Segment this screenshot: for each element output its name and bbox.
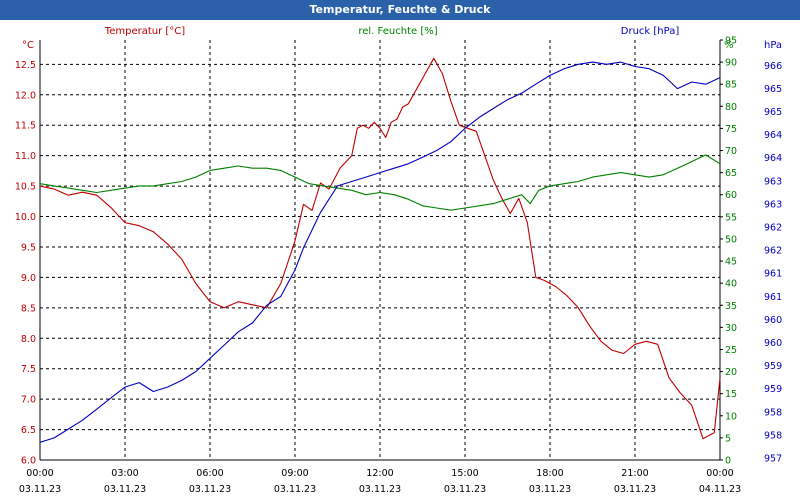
humidity-tick-label: 85: [725, 80, 737, 91]
pressure-axis-label: Druck [hPa]: [621, 26, 680, 37]
humidity-line: [39, 154, 721, 211]
date-tick-label: 03.11.23: [359, 484, 401, 495]
humidity-tick-label: 80: [725, 102, 737, 113]
pressure-tick-label: 966: [764, 61, 782, 72]
time-tick-label: 15:00: [451, 468, 478, 479]
temperature-tick-label: 9.0: [21, 273, 36, 284]
time-tick-label: 21:00: [621, 468, 648, 479]
humidity-axis-label: rel. Feuchte [%]: [358, 26, 437, 37]
humidity-tick-label: 70: [725, 146, 737, 157]
window-title: Temperatur, Feuchte & Druck: [0, 0, 800, 20]
humidity-tick-label: 55: [725, 212, 737, 223]
humidity-unit: %: [724, 40, 734, 51]
temperature-tick-label: 8.0: [21, 334, 36, 345]
date-tick-label: 03.11.23: [189, 484, 231, 495]
date-tick-label: 04.11.23: [699, 484, 741, 495]
pressure-tick-label: 961: [764, 269, 782, 280]
humidity-tick-label: 25: [725, 345, 737, 356]
temperature-tick-label: 7.0: [21, 395, 36, 406]
time-tick-label: 00:00: [706, 468, 733, 479]
date-tick-label: 03.11.23: [614, 484, 656, 495]
pressure-tick-label: 960: [764, 338, 782, 349]
humidity-ticks: 0 5 10 15 20 25 30 35 40 45 50 55 60 65 70 75 80 85 90 95: [720, 36, 737, 467]
temperature-tick-label: 10.0: [15, 212, 36, 223]
date-tick-label: 03.11.23: [19, 484, 61, 495]
time-tick-label: 03:00: [111, 468, 138, 479]
pressure-tick-label: 958: [764, 430, 782, 441]
time-tick-label: 18:00: [536, 468, 563, 479]
humidity-tick-label: 45: [725, 257, 737, 268]
temperature-unit: °C: [22, 40, 34, 51]
humidity-tick-label: 5: [725, 433, 731, 444]
time-tick-label: 09:00: [281, 468, 308, 479]
temperature-tick-label: 8.5: [21, 303, 36, 314]
pressure-tick-label: 959: [764, 361, 782, 372]
humidity-tick-label: 75: [725, 124, 737, 135]
humidity-tick-label: 20: [725, 367, 737, 378]
date-tick-label: 03.11.23: [274, 484, 316, 495]
humidity-tick-label: 65: [725, 168, 737, 179]
pressure-tick-label: 963: [764, 199, 782, 210]
temperature-tick-label: 9.5: [21, 242, 36, 253]
temperature-tick-label: 6.5: [21, 425, 36, 436]
humidity-tick-label: 15: [725, 389, 737, 400]
chart: 6.0 6.5 7.0 7.5 8.0 8.5 9.0 9.5 10.0 10.5 11.0 11.5…: [15, 26, 782, 495]
temperature-tick-label: 12.5: [15, 60, 36, 71]
axes: [39, 40, 721, 461]
humidity-tick-label: 50: [725, 234, 737, 245]
pressure-tick-label: 957: [764, 454, 782, 465]
humidity-tick-label: 10: [725, 411, 737, 422]
humidity-tick-label: 95: [725, 36, 737, 47]
humidity-tick-label: 60: [725, 190, 737, 201]
pressure-tick-label: 960: [764, 315, 782, 326]
pressure-tick-label: 958: [764, 407, 782, 418]
pressure-tick-label: 964: [764, 153, 782, 164]
humidity-tick-label: 30: [725, 323, 737, 334]
temperature-axis-label: Temperatur [°C]: [104, 26, 185, 37]
axis-labels: Temperatur [°C] rel. Feuchte [%] Druck […: [22, 26, 782, 51]
pressure-unit: hPa: [764, 40, 782, 51]
pressure-tick-label: 961: [764, 292, 782, 303]
time-tick-label: 06:00: [196, 468, 223, 479]
grid: [40, 40, 720, 460]
temperature-tick-label: 10.5: [15, 182, 36, 193]
series: [39, 57, 721, 443]
temperature-tick-label: 7.5: [21, 364, 36, 375]
temperature-tick-label: 11.5: [15, 121, 36, 132]
temperature-tick-label: 12.0: [15, 90, 36, 101]
humidity-tick-label: 40: [725, 279, 737, 290]
pressure-tick-label: 962: [764, 246, 782, 257]
time-tick-label: 00:00: [26, 468, 53, 479]
date-tick-label: 03.11.23: [444, 484, 486, 495]
humidity-tick-label: 0: [725, 456, 731, 467]
temperature-tick-label: 11.0: [15, 151, 36, 162]
temperature-tick-label: 6.0: [21, 456, 36, 467]
temperature-ticks: 6.0 6.5 7.0 7.5 8.0 8.5 9.0 9.5 10.0 10.5 11.0 11.5…: [15, 60, 36, 467]
pressure-tick-label: 959: [764, 384, 782, 395]
humidity-tick-label: 90: [725, 58, 737, 69]
humidity-tick-label: 35: [725, 301, 737, 312]
pressure-tick-label: 964: [764, 130, 782, 141]
pressure-line: [39, 61, 721, 443]
time-tick-label: 12:00: [366, 468, 393, 479]
pressure-tick-label: 965: [764, 84, 782, 95]
pressure-ticks: 957 958 958 959 959 960 960 961 961 962 962 963 963 9…: [764, 61, 782, 465]
time-ticks: 00:00 03.11.23 03:00 03.11.23 06:00 03.11.23 0…: [19, 468, 741, 495]
date-tick-label: 03.11.23: [104, 484, 146, 495]
pressure-tick-label: 965: [764, 107, 782, 118]
pressure-tick-label: 962: [764, 223, 782, 234]
date-tick-label: 03.11.23: [529, 484, 571, 495]
pressure-tick-label: 963: [764, 176, 782, 187]
temperature-line: [39, 57, 721, 440]
